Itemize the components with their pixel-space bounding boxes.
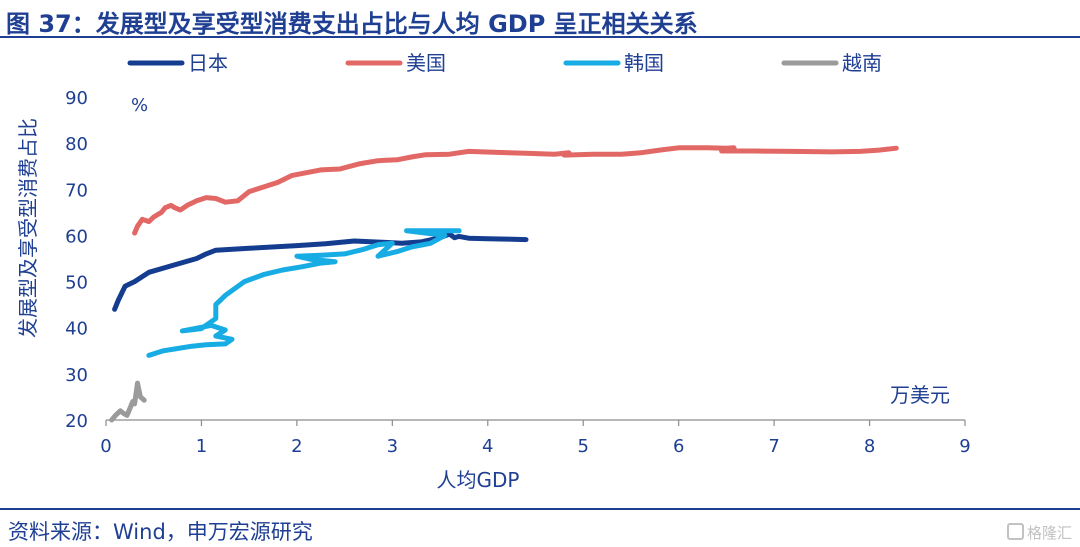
x-tick-label: 4 — [482, 436, 493, 457]
x-tick-label: 5 — [577, 436, 588, 457]
series-line-韩国 — [146, 228, 462, 358]
series-line-越南 — [109, 380, 147, 423]
source-note: 资料来源：Wind，申万宏源研究 — [8, 520, 313, 544]
y-tick-label: 50 — [65, 273, 88, 294]
x-tick-label: 6 — [673, 436, 684, 457]
line-chart: 日本 美国 韩国 越南 20 30 40 50 60 70 80 90 0 1 2 3 4 5 6 7 8 9 % 万… — [16, 51, 971, 492]
series-line-美国 — [132, 145, 899, 236]
plot-area — [109, 145, 899, 423]
legend: 日本 美国 韩国 越南 — [127, 51, 882, 75]
x-tick-label: 7 — [768, 436, 779, 457]
x-tick-label: 2 — [291, 436, 302, 457]
legend-label-韩国: 韩国 — [624, 51, 664, 75]
x-tick-label: 9 — [959, 436, 970, 457]
y-tick-label: 20 — [65, 411, 88, 432]
y-axis-title: 发展型及享受型消费占比 — [16, 118, 40, 338]
y-tick-label: 90 — [65, 88, 88, 109]
figure-title: 图 37：发展型及享受型消费支出占比与人均 GDP 呈正相关关系 — [6, 10, 698, 38]
x-axis-title: 人均GDP — [437, 468, 520, 492]
source-rule — [0, 508, 1080, 510]
x-axis: 0 1 2 3 4 5 6 7 8 9 — [100, 419, 971, 457]
legend-label-日本: 日本 — [188, 51, 228, 75]
x-tick-label: 3 — [387, 436, 398, 457]
x-tick-label: 0 — [100, 436, 111, 457]
series-line-日本 — [112, 231, 529, 312]
y-tick-label: 60 — [65, 226, 88, 247]
title-rule — [0, 36, 1080, 38]
x-tick-label: 8 — [864, 436, 875, 457]
x-tick-label: 1 — [196, 436, 207, 457]
y-tick-label: 70 — [65, 180, 88, 201]
watermark: 格隆汇 — [1006, 522, 1072, 543]
y-tick-label: 30 — [65, 365, 88, 386]
watermark-text: 格隆汇 — [1026, 524, 1072, 542]
legend-label-美国: 美国 — [406, 51, 446, 75]
y-unit-label: % — [131, 95, 148, 116]
legend-label-越南: 越南 — [842, 51, 882, 75]
y-tick-label: 80 — [65, 134, 88, 155]
x-unit-label: 万美元 — [890, 383, 950, 407]
y-tick-label: 40 — [65, 319, 88, 340]
y-axis: 20 30 40 50 60 70 80 90 — [65, 88, 88, 432]
watermark-logo-icon — [1006, 523, 1024, 540]
